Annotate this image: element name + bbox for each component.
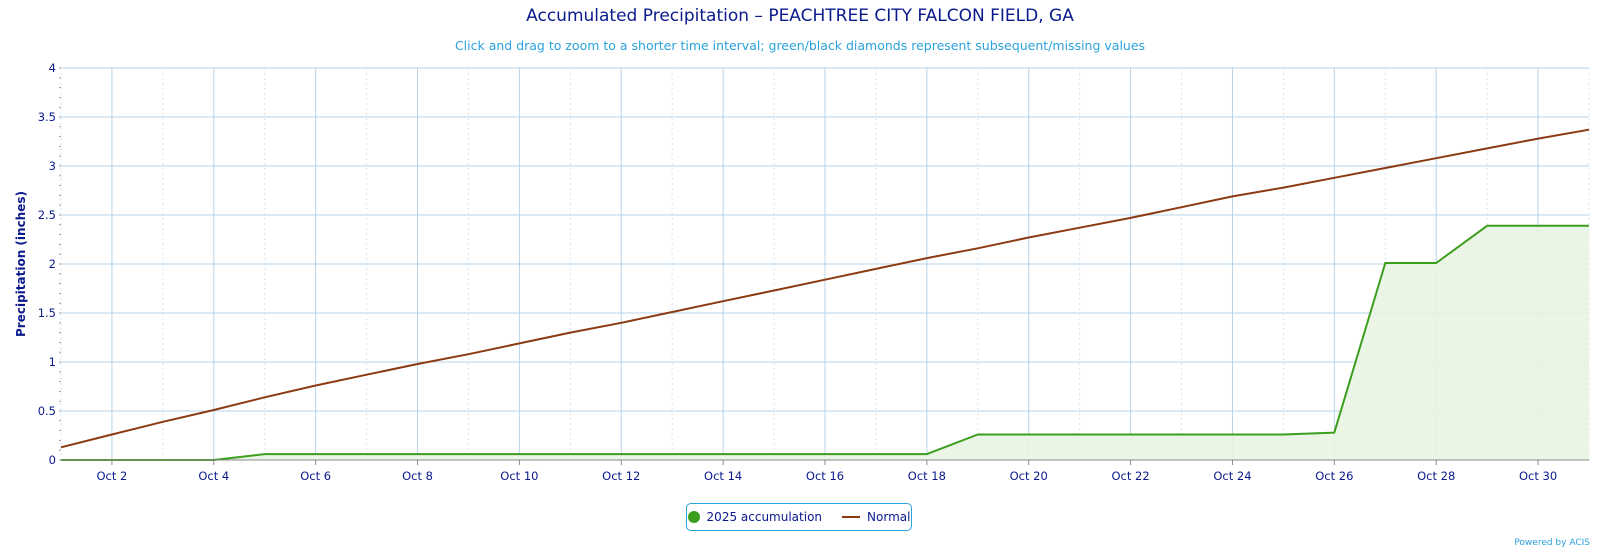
x-tick-label: Oct 30 xyxy=(1519,469,1557,483)
x-tick-label: Oct 28 xyxy=(1417,469,1455,483)
y-tick-label: 0 xyxy=(49,453,56,467)
x-tick-label: Oct 2 xyxy=(97,469,128,483)
chart-subtitle: Click and drag to zoom to a shorter time… xyxy=(454,38,1146,53)
x-tick-label: Oct 12 xyxy=(602,469,640,483)
series-line-0[interactable] xyxy=(61,224,1589,461)
legend-label-normal: Normal xyxy=(867,510,911,524)
x-tick-label: Oct 4 xyxy=(198,469,229,483)
x-tick-label: Oct 24 xyxy=(1213,469,1251,483)
legend-label-accumulation: 2025 accumulation xyxy=(706,510,823,524)
x-tick-label: Oct 22 xyxy=(1112,469,1150,483)
x-tick-label: Oct 10 xyxy=(500,469,538,483)
x-tick-label: Oct 14 xyxy=(704,469,742,483)
legend-marker-normal xyxy=(842,516,861,518)
x-tick-label: Oct 26 xyxy=(1315,469,1353,483)
y-tick-label: 1 xyxy=(49,355,56,369)
legend-marker-accumulation xyxy=(687,511,700,523)
credits-link[interactable]: Powered by ACIS xyxy=(1514,538,1590,548)
x-tick-label: Oct 16 xyxy=(806,469,844,483)
series-area-0 xyxy=(61,225,1589,460)
x-tick-label: Oct 18 xyxy=(908,469,946,483)
y-tick-label: 3 xyxy=(49,159,56,173)
legend-item-normal[interactable]: Normal xyxy=(842,510,910,524)
y-tick-label: 2.5 xyxy=(38,208,56,222)
legend-item-accumulation[interactable]: 2025 accumulation xyxy=(687,510,823,524)
legend: 2025 accumulation Normal xyxy=(686,503,912,531)
y-tick-label: 2 xyxy=(49,257,56,271)
x-tick-label: Oct 20 xyxy=(1010,469,1048,483)
y-tick-label: 4 xyxy=(49,61,56,75)
y-tick-label: 1.5 xyxy=(38,306,56,320)
y-tick-label: 0.5 xyxy=(38,404,56,418)
series-line-1[interactable] xyxy=(60,128,1590,449)
x-tick-label: Oct 6 xyxy=(300,469,331,483)
y-axis-label: Precipitation (inches) xyxy=(14,191,28,337)
y-tick-label: 3.5 xyxy=(38,110,56,124)
chart-title: Accumulated Precipitation – PEACHTREE CI… xyxy=(526,6,1074,26)
x-tick-label: Oct 8 xyxy=(402,469,433,483)
